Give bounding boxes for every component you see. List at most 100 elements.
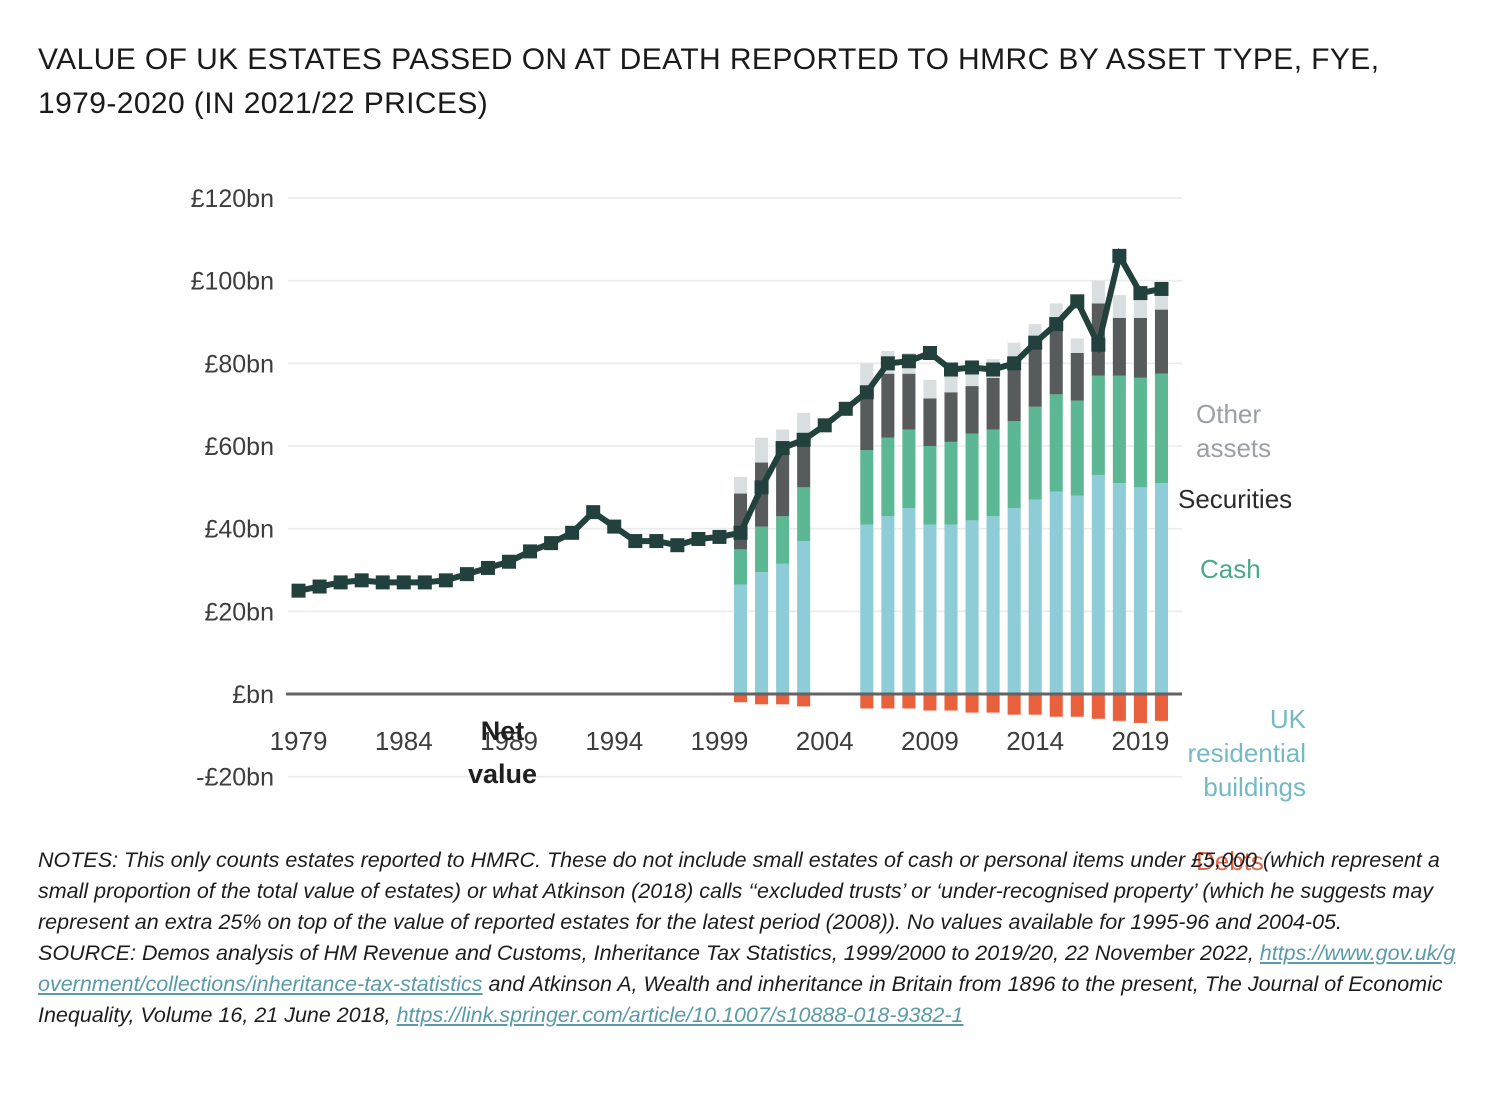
net-value-marker — [459, 567, 474, 582]
bar-segment-debts — [902, 694, 916, 709]
net-value-line — [291, 247, 1169, 598]
net-value-marker — [901, 354, 916, 369]
x-axis-tick-labels: 1979 1984 1989 1994 1999 2004 2009 2014 2019 — [270, 726, 1170, 756]
bar-segment — [881, 437, 895, 517]
y-axis-label-40: £40bn — [204, 516, 274, 544]
legend-label-debts: Debts — [1196, 846, 1264, 876]
bar-segment-debts — [1007, 694, 1021, 715]
y-axis-label--20: -£20bn — [196, 764, 274, 792]
bar-segment — [965, 386, 979, 434]
bar-segment — [1133, 295, 1147, 318]
bar-segment-debts — [1154, 694, 1169, 721]
bar-segment — [944, 524, 958, 694]
net-value-marker — [586, 505, 601, 520]
bar-segment — [1112, 483, 1126, 694]
bar-segment — [755, 572, 769, 694]
bar-segment — [776, 563, 790, 694]
bar-segment — [1091, 280, 1105, 304]
bar-segment — [1112, 295, 1126, 318]
bar-segment — [1154, 483, 1169, 694]
net-value-marker — [1049, 317, 1064, 332]
y-axis-label-100: £100bn — [191, 268, 274, 296]
bar-segment — [1133, 487, 1147, 694]
bar-segment — [1028, 499, 1042, 694]
source-link-gov-uk[interactable]: https://www.gov.uk/government/collection… — [38, 941, 1456, 996]
bar-segment-debts — [965, 694, 979, 713]
bar-segment — [1070, 400, 1084, 496]
net-value-marker — [1112, 248, 1127, 263]
bar-segment-debts — [797, 694, 811, 707]
x-axis-label-2019: 2019 — [1112, 726, 1170, 756]
bar-segment — [1070, 495, 1084, 694]
net-value-marker — [544, 536, 559, 551]
bar-segment — [1049, 394, 1063, 492]
net-value-marker — [838, 401, 853, 416]
notes-paragraph: NOTES: This only counts estates reported… — [38, 845, 1462, 938]
net-value-marker — [775, 441, 790, 456]
net-value-marker — [944, 362, 958, 377]
bar-segment — [1133, 317, 1147, 378]
bar-segment-debts — [944, 694, 958, 711]
source-label: SOURCE: — [38, 941, 136, 965]
net-value-marker — [565, 525, 580, 540]
bar-segment — [797, 487, 811, 542]
bar-segment — [986, 429, 1000, 517]
bar-segment — [733, 549, 748, 585]
net-value-marker — [733, 525, 748, 540]
chart-figure: -£20bn £bn £20bn £40bn £60bn £80bn £100bn £120b… — [0, 150, 1500, 876]
net-value-marker — [502, 554, 516, 569]
bar-segment — [733, 584, 748, 694]
bar-segment — [986, 377, 1000, 430]
bar-segment — [923, 379, 937, 399]
x-axis-label-2009: 2009 — [901, 726, 959, 756]
bar-segment-debts — [1091, 694, 1105, 719]
bar-segment — [1028, 344, 1042, 407]
bar-segment — [902, 508, 916, 694]
net-value-marker — [859, 385, 874, 400]
source-link-springer[interactable]: https://link.springer.com/article/10.100… — [396, 1003, 964, 1027]
bar-segment — [986, 516, 1000, 694]
source-text-part-2: and Atkinson A, Wealth and inheritance i… — [38, 972, 1443, 1027]
x-axis-label-1994: 1994 — [585, 726, 643, 756]
net-value-marker — [1028, 335, 1043, 350]
bar-segment — [733, 477, 748, 494]
source-text-part-1: Demos analysis of HM Revenue and Customs… — [135, 941, 1260, 965]
bar-segment — [1049, 491, 1063, 694]
bar-segment-debts — [1028, 694, 1042, 715]
net-value-marker — [291, 583, 306, 598]
net-value-annotation: Net value — [468, 716, 538, 789]
x-axis-label-2004: 2004 — [796, 726, 854, 756]
net-value-marker — [880, 356, 895, 371]
bar-segment-debts — [986, 694, 1000, 713]
x-axis-label-1989: 1989 — [480, 726, 538, 756]
x-axis-label-2014: 2014 — [1006, 726, 1064, 756]
bar-segment — [776, 454, 790, 517]
net-value-marker — [1070, 294, 1085, 309]
bar-segment-debts — [1133, 694, 1147, 723]
net-value-marker — [312, 579, 327, 594]
legend-label-other-assets: Other assets — [1196, 399, 1272, 463]
bar-segment — [923, 524, 937, 694]
bar-segment — [965, 520, 979, 694]
bar-segment — [944, 373, 958, 393]
bar-segment — [1112, 317, 1126, 376]
net-value-marker — [523, 544, 538, 559]
footnotes: NOTES: This only counts estates reported… — [38, 845, 1462, 1031]
bar-segment — [860, 524, 874, 694]
bar-segment — [860, 386, 874, 451]
bar-segment — [1091, 474, 1105, 694]
chart-plot-area: -£20bn £bn £20bn £40bn £60bn £80bn £100bn £120b… — [191, 185, 1182, 792]
net-value-marker — [712, 529, 727, 544]
net-value-marker — [796, 432, 811, 447]
net-value-marker — [417, 575, 432, 590]
bar-segment — [1133, 377, 1147, 488]
bar-segment — [881, 373, 895, 438]
net-value-marker — [817, 418, 832, 433]
bar-segment — [1049, 326, 1063, 395]
bar-segment — [755, 437, 769, 463]
bar-segment — [797, 541, 811, 694]
bar-segment — [797, 435, 811, 488]
bar-segment — [1007, 363, 1021, 422]
y-axis-label-80: £80bn — [204, 350, 274, 378]
x-axis-label-1999: 1999 — [691, 726, 749, 756]
